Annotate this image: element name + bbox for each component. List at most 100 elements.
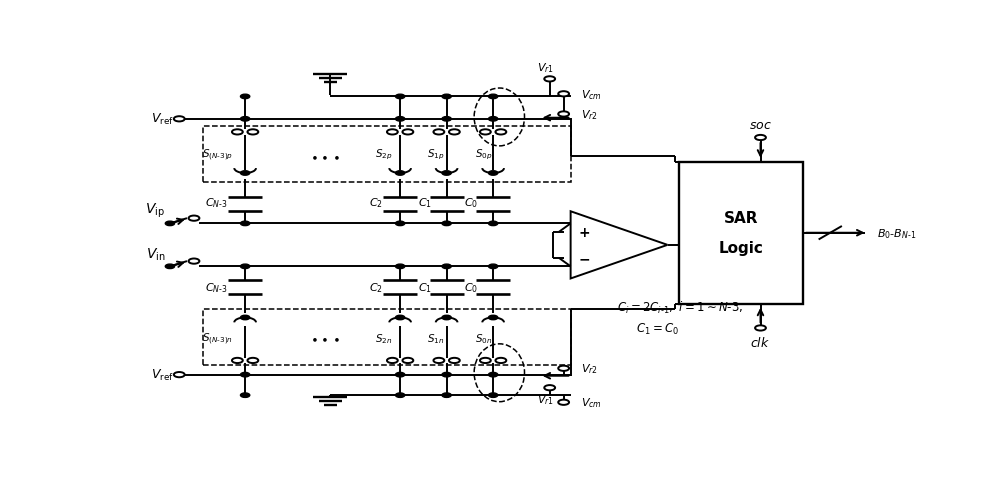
Circle shape bbox=[395, 265, 405, 269]
Circle shape bbox=[558, 366, 569, 371]
Circle shape bbox=[488, 95, 498, 99]
Text: $\bullet\bullet\bullet$: $\bullet\bullet\bullet$ bbox=[310, 150, 340, 163]
Circle shape bbox=[488, 373, 498, 377]
Text: −: − bbox=[579, 251, 590, 265]
Circle shape bbox=[395, 171, 405, 176]
Bar bbox=[202, 310, 571, 365]
Circle shape bbox=[402, 130, 413, 135]
Circle shape bbox=[442, 171, 451, 176]
Circle shape bbox=[488, 265, 498, 269]
Circle shape bbox=[387, 130, 398, 135]
Text: $S_{1n}$: $S_{1n}$ bbox=[427, 332, 445, 345]
Circle shape bbox=[395, 316, 405, 320]
Circle shape bbox=[488, 316, 498, 320]
Circle shape bbox=[558, 112, 569, 117]
Text: $V_{cm}$: $V_{cm}$ bbox=[581, 88, 602, 102]
Circle shape bbox=[433, 130, 444, 135]
Text: $C_2$: $C_2$ bbox=[369, 280, 383, 294]
Circle shape bbox=[544, 77, 555, 82]
Circle shape bbox=[395, 117, 405, 122]
Circle shape bbox=[558, 400, 569, 405]
Text: $S_{2p}$: $S_{2p}$ bbox=[375, 148, 392, 162]
Circle shape bbox=[495, 130, 506, 135]
Circle shape bbox=[240, 95, 250, 99]
Text: $S_{0p}$: $S_{0p}$ bbox=[475, 148, 493, 162]
Text: $S_{1p}$: $S_{1p}$ bbox=[427, 148, 445, 162]
Circle shape bbox=[488, 117, 498, 122]
Text: $V_{\rm ref}$: $V_{\rm ref}$ bbox=[151, 367, 174, 382]
Text: $V_{r2}$: $V_{r2}$ bbox=[581, 108, 598, 121]
Circle shape bbox=[442, 95, 451, 99]
Text: $C_{N\text{-}3}$: $C_{N\text{-}3}$ bbox=[205, 280, 227, 294]
Circle shape bbox=[488, 393, 498, 397]
Circle shape bbox=[480, 130, 491, 135]
Circle shape bbox=[402, 358, 413, 363]
Text: $S_{(N\text{-}3)n}$: $S_{(N\text{-}3)n}$ bbox=[202, 331, 234, 346]
Circle shape bbox=[488, 171, 498, 176]
Circle shape bbox=[240, 222, 250, 226]
Circle shape bbox=[442, 393, 451, 397]
Circle shape bbox=[395, 373, 405, 377]
Circle shape bbox=[433, 358, 444, 363]
Circle shape bbox=[189, 216, 199, 221]
Text: $\bullet\bullet\bullet$: $\bullet\bullet\bullet$ bbox=[310, 332, 340, 345]
Circle shape bbox=[495, 358, 506, 363]
Text: $B_0\text{-}B_{N\text{-}1}$: $B_0\text{-}B_{N\text{-}1}$ bbox=[877, 227, 916, 240]
Circle shape bbox=[240, 373, 250, 377]
Circle shape bbox=[442, 222, 451, 226]
Circle shape bbox=[387, 358, 398, 363]
Circle shape bbox=[449, 130, 460, 135]
Circle shape bbox=[240, 265, 250, 269]
Text: +: + bbox=[579, 226, 590, 239]
Text: $S_{(N\text{-}3)p}$: $S_{(N\text{-}3)p}$ bbox=[202, 147, 234, 163]
Text: SAR: SAR bbox=[724, 211, 758, 226]
Circle shape bbox=[189, 259, 199, 264]
Text: $V_{\rm ip}$: $V_{\rm ip}$ bbox=[145, 201, 165, 219]
Text: $V_{\rm ref}$: $V_{\rm ref}$ bbox=[151, 112, 174, 127]
Text: $V_{r1}$: $V_{r1}$ bbox=[537, 61, 554, 75]
Text: $C_{N\text{-}3}$: $C_{N\text{-}3}$ bbox=[205, 196, 227, 209]
Circle shape bbox=[247, 358, 258, 363]
Circle shape bbox=[165, 265, 175, 269]
Circle shape bbox=[174, 117, 185, 122]
Circle shape bbox=[544, 385, 555, 391]
Circle shape bbox=[449, 358, 460, 363]
Circle shape bbox=[232, 130, 243, 135]
Text: $C_1=C_0$: $C_1=C_0$ bbox=[637, 321, 680, 336]
Text: $C_0$: $C_0$ bbox=[464, 196, 479, 209]
Text: $S_{2n}$: $S_{2n}$ bbox=[375, 332, 392, 345]
Circle shape bbox=[755, 326, 766, 331]
Text: Logic: Logic bbox=[719, 241, 764, 256]
Text: $C_1$: $C_1$ bbox=[418, 196, 432, 209]
Circle shape bbox=[442, 316, 451, 320]
Text: $V_{\rm in}$: $V_{\rm in}$ bbox=[146, 246, 165, 262]
Text: $S_{0n}$: $S_{0n}$ bbox=[475, 332, 493, 345]
Text: $C_0$: $C_0$ bbox=[464, 280, 479, 294]
Circle shape bbox=[240, 393, 250, 397]
Circle shape bbox=[240, 171, 250, 176]
Text: $C_i=2C_{i\text{-}1},\ i=1{\sim}N\text{-}3,$: $C_i=2C_{i\text{-}1},\ i=1{\sim}N\text{-… bbox=[617, 300, 743, 316]
Circle shape bbox=[165, 222, 175, 226]
Circle shape bbox=[395, 95, 405, 99]
Bar bbox=[202, 127, 571, 183]
Circle shape bbox=[488, 222, 498, 226]
Circle shape bbox=[558, 92, 569, 97]
Text: $V_{r1}$: $V_{r1}$ bbox=[537, 393, 554, 407]
Circle shape bbox=[442, 117, 451, 122]
Circle shape bbox=[480, 358, 491, 363]
Circle shape bbox=[395, 222, 405, 226]
Circle shape bbox=[174, 372, 185, 378]
Circle shape bbox=[232, 358, 243, 363]
Text: $soc$: $soc$ bbox=[749, 119, 772, 132]
Text: $C_2$: $C_2$ bbox=[369, 196, 383, 209]
Text: $V_{cm}$: $V_{cm}$ bbox=[581, 395, 602, 409]
Circle shape bbox=[247, 130, 258, 135]
Circle shape bbox=[442, 265, 451, 269]
Circle shape bbox=[395, 393, 405, 397]
Text: $V_{r2}$: $V_{r2}$ bbox=[581, 362, 598, 376]
Circle shape bbox=[442, 373, 451, 377]
Text: $clk$: $clk$ bbox=[750, 335, 771, 349]
Text: $C_1$: $C_1$ bbox=[418, 280, 432, 294]
Circle shape bbox=[240, 117, 250, 122]
Bar bbox=[679, 163, 803, 304]
